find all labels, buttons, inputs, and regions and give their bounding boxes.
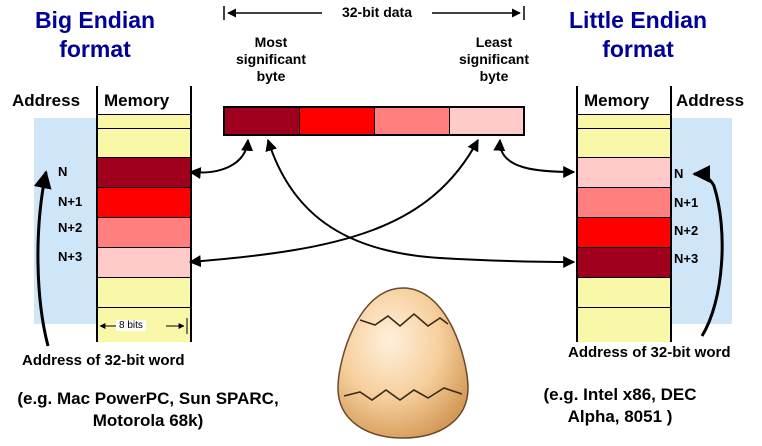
- big-endian-address-n: N: [58, 164, 68, 179]
- big-endian-examples: (e.g. Mac PowerPC, Sun SPARC, Motorola 6…: [0, 388, 308, 432]
- big-endian-address-panel: [34, 118, 98, 324]
- lsb-label-line1: Least: [475, 34, 513, 50]
- lsb-label: Least significant byte: [438, 34, 550, 85]
- little-endian-title-line1: Little Endian: [569, 7, 707, 33]
- data-byte-2: [300, 108, 375, 134]
- big-endian-title-line2: format: [59, 36, 131, 62]
- msb-label-line2: significant: [235, 51, 306, 67]
- memory-cell-n: [578, 157, 670, 187]
- little-endian-word-address-arrow: [692, 165, 724, 337]
- cracked-egg-image: [337, 287, 469, 439]
- data-width-label: 32-bit data: [322, 4, 432, 21]
- big-endian-address-n1: N+1: [58, 194, 83, 209]
- little-endian-address-n: N: [674, 166, 684, 181]
- little-endian-title-line2: format: [602, 36, 674, 62]
- lsb-label-line2: significant: [458, 51, 529, 67]
- big-endian-memory-header: Memory: [104, 91, 170, 110]
- big-endian-address-header: Address: [12, 91, 81, 110]
- memory-cell-n3: [98, 247, 190, 277]
- lsb-label-line3: byte: [479, 68, 509, 84]
- memory-cell: [98, 114, 190, 128]
- big-endian-examples-line1: (e.g. Mac PowerPC, Sun SPARC,: [17, 389, 279, 408]
- little-endian-address-n1: N+1: [674, 195, 699, 210]
- memory-cell-n1: [578, 187, 670, 217]
- memory-cell-n2: [578, 217, 670, 247]
- little-endian-word-address-caption: Address of 32-bit word: [568, 344, 731, 361]
- arrow-msb-to-big-n: [188, 138, 254, 180]
- msb-label: Most significant byte: [226, 34, 316, 85]
- memory-cell: [578, 277, 670, 307]
- arrow-lsb-to-little-n: [493, 138, 576, 178]
- little-endian-address-n2: N+2: [674, 223, 699, 238]
- memory-cell-n1: [98, 187, 190, 217]
- little-endian-examples-line2: Alpha, 8051 ): [567, 407, 673, 426]
- little-endian-memory-header: Memory: [584, 91, 650, 110]
- little-endian-address-n3: N+3: [674, 251, 699, 266]
- big-endian-examples-line2: Motorola 68k): [92, 411, 204, 430]
- little-endian-memory-column: [576, 86, 672, 342]
- little-endian-address-header: Address: [676, 91, 745, 110]
- big-endian-title-line1: Big Endian: [34, 7, 156, 33]
- data-width-dimension: [223, 6, 525, 20]
- arrow-lsb-to-big-n3: [188, 138, 479, 268]
- msb-label-line3: byte: [256, 68, 286, 84]
- big-endian-word-address-caption: Address of 32-bit word: [22, 352, 185, 369]
- little-endian-examples-line1: (e.g. Intel x86, DEC: [543, 385, 697, 404]
- data-byte-3: [375, 108, 450, 134]
- big-endian-title: Big Endian format: [10, 6, 180, 64]
- memory-cell: [578, 114, 670, 128]
- memory-cell: [578, 307, 670, 342]
- little-endian-examples: (e.g. Intel x86, DEC Alpha, 8051 ): [520, 384, 720, 428]
- arrow-msb-to-little-n3: [265, 138, 576, 268]
- memory-cell: [98, 277, 190, 307]
- big-endian-address-n2: N+2: [58, 220, 83, 235]
- memory-cell-n: [98, 157, 190, 187]
- big-endian-word-address-arrow: [33, 170, 52, 347]
- memory-cell: [578, 128, 670, 157]
- data-byte-lsb: [450, 108, 523, 134]
- msb-label-line1: Most: [254, 34, 288, 50]
- bits-label: 8 bits: [116, 320, 146, 331]
- memory-cell-n3: [578, 247, 670, 277]
- data-byte-msb: [225, 108, 300, 134]
- memory-cell: [98, 128, 190, 157]
- data-word-bar: [223, 106, 525, 136]
- bits-dimension: [96, 318, 188, 334]
- memory-cell-n2: [98, 217, 190, 247]
- big-endian-address-n3: N+3: [58, 249, 83, 264]
- little-endian-title: Little Endian format: [558, 6, 718, 64]
